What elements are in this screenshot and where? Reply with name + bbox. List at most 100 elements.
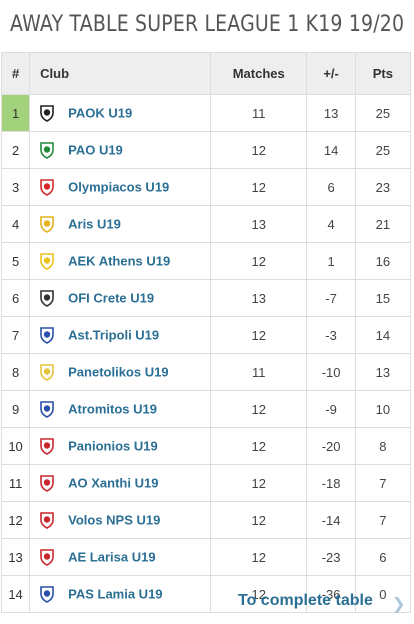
goal-diff-cell: -7 [306, 279, 356, 317]
club-cell[interactable]: OFI Crete U19 [29, 279, 211, 317]
xanthi-crest-icon [38, 474, 56, 492]
club-cell[interactable]: Volos NPS U19 [29, 501, 211, 539]
rank-cell: 6 [0, 279, 31, 317]
club-name-link[interactable]: OFI Crete U19 [68, 290, 155, 306]
column-header-diff: +/- [306, 52, 356, 95]
club-name-link[interactable]: Ast.Tripoli U19 [68, 327, 160, 343]
rank-cell: 9 [0, 390, 31, 428]
goal-diff-cell: 14 [306, 131, 356, 169]
club-cell[interactable]: Olympiacos U19 [29, 168, 211, 206]
column-header-club: Club [29, 52, 211, 95]
table-row: 11 AO Xanthi U19 12 -18 7 [0, 464, 412, 502]
table-row: 8 Panetolikos U19 11 -10 13 [0, 353, 412, 391]
table-header-row: # Club Matches +/- Pts [0, 52, 412, 95]
olympiacos-crest-icon [38, 178, 56, 196]
club-name-link[interactable]: PAOK U19 [68, 105, 133, 121]
pao-crest-icon [38, 141, 56, 159]
goal-diff-cell: 1 [306, 242, 356, 280]
club-name-link[interactable]: Atromitos U19 [68, 401, 157, 417]
panetolikos-crest-icon [38, 363, 56, 381]
goal-diff-cell: -9 [306, 390, 356, 428]
goal-diff-cell: -23 [306, 538, 356, 576]
table-row: 10 Panionios U19 12 -20 8 [0, 427, 412, 465]
club-name-link[interactable]: Panetolikos U19 [68, 364, 169, 380]
rank-cell: 11 [0, 464, 31, 502]
rank-cell: 3 [0, 168, 31, 206]
club-cell[interactable]: Panionios U19 [29, 427, 211, 465]
table-row: 2 PAO U19 12 14 25 [0, 131, 412, 169]
rank-cell: 1 [0, 94, 31, 132]
rank-cell: 2 [0, 131, 31, 169]
club-name-link[interactable]: AO Xanthi U19 [68, 475, 159, 491]
standings-table: # Club Matches +/- Pts 1 PAOK U19 11 13 25 2 P… [0, 52, 412, 613]
club-name-link[interactable]: PAS Lamia U19 [68, 586, 163, 602]
club-name-link[interactable]: Olympiacos U19 [68, 179, 170, 195]
asteras-crest-icon [38, 326, 56, 344]
points-cell: 14 [355, 316, 412, 354]
table-row: 3 Olympiacos U19 12 6 23 [0, 168, 412, 206]
lamia-crest-icon [38, 585, 56, 603]
matches-cell: 13 [210, 205, 308, 243]
club-cell[interactable]: PAS Lamia U19 [29, 575, 211, 613]
rank-cell: 7 [0, 316, 31, 354]
points-cell: 0 [355, 575, 412, 613]
matches-cell: 12 [210, 242, 308, 280]
club-cell[interactable]: PAOK U19 [29, 94, 211, 132]
club-cell[interactable]: Ast.Tripoli U19 [29, 316, 211, 354]
matches-cell: 12 [210, 316, 308, 354]
goal-diff-cell: -10 [306, 353, 356, 391]
goal-diff-cell: 6 [306, 168, 356, 206]
club-cell[interactable]: AE Larisa U19 [29, 538, 211, 576]
club-cell[interactable]: Aris U19 [29, 205, 211, 243]
club-name-link[interactable]: AE Larisa U19 [68, 549, 156, 565]
larisa-crest-icon [38, 548, 56, 566]
club-cell[interactable]: Panetolikos U19 [29, 353, 211, 391]
club-name-link[interactable]: Aris U19 [68, 216, 121, 232]
points-cell: 8 [355, 427, 412, 465]
matches-cell: 12 [210, 538, 308, 576]
points-cell: 25 [355, 94, 412, 132]
table-row: 12 Volos NPS U19 12 -14 7 [0, 501, 412, 539]
club-name-link[interactable]: PAO U19 [68, 142, 123, 158]
table-row: 5 AEK Athens U19 12 1 16 [0, 242, 412, 280]
club-name-link[interactable]: AEK Athens U19 [68, 253, 171, 269]
aris-crest-icon [38, 215, 56, 233]
matches-cell: 12 [210, 131, 308, 169]
goal-diff-cell: -20 [306, 427, 356, 465]
matches-cell: 12 [210, 427, 308, 465]
table-row: 1 PAOK U19 11 13 25 [0, 94, 412, 132]
club-name-link[interactable]: Volos NPS U19 [68, 512, 161, 528]
club-cell[interactable]: AO Xanthi U19 [29, 464, 211, 502]
points-cell: 7 [355, 464, 412, 502]
club-cell[interactable]: Atromitos U19 [29, 390, 211, 428]
page-title: AWAY TABLE SUPER LEAGUE 1 K19 19/20 [10, 12, 405, 37]
rank-cell: 10 [0, 427, 31, 465]
goal-diff-cell: -36 [306, 575, 356, 613]
rank-cell: 4 [0, 205, 31, 243]
goal-diff-cell: -18 [306, 464, 356, 502]
goal-diff-cell: -3 [306, 316, 356, 354]
club-cell[interactable]: AEK Athens U19 [29, 242, 211, 280]
rank-cell: 5 [0, 242, 31, 280]
matches-cell: 12 [210, 168, 308, 206]
points-cell: 7 [355, 501, 412, 539]
table-row: 7 Ast.Tripoli U19 12 -3 14 [0, 316, 412, 354]
matches-cell: 11 [210, 94, 308, 132]
club-name-link[interactable]: Panionios U19 [68, 438, 158, 454]
ofi-crest-icon [38, 289, 56, 307]
points-cell: 16 [355, 242, 412, 280]
table-row: 4 Aris U19 13 4 21 [0, 205, 412, 243]
column-header-pts: Pts [354, 52, 412, 95]
table-row: 9 Atromitos U19 12 -9 10 [0, 390, 412, 428]
club-cell[interactable]: PAO U19 [29, 131, 211, 169]
matches-cell: 12 [210, 575, 308, 613]
matches-cell: 12 [210, 501, 308, 539]
complete-table-link[interactable]: To complete table [238, 592, 373, 609]
table-row: 13 AE Larisa U19 12 -23 6 [0, 538, 412, 576]
column-header-matches: Matches [209, 52, 308, 95]
atromitos-crest-icon [38, 400, 56, 418]
rank-cell: 13 [0, 538, 31, 576]
chevron-right-icon[interactable]: ❯ [392, 596, 406, 613]
volos-crest-icon [38, 511, 56, 529]
column-header-rank: # [0, 52, 31, 95]
